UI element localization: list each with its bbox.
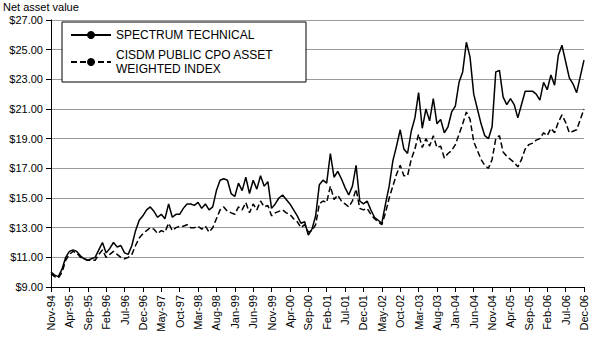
- svg-text:Dec-96: Dec-96: [137, 295, 149, 330]
- svg-text:Aug-03: Aug-03: [431, 295, 443, 330]
- svg-text:Feb-01: Feb-01: [321, 295, 333, 330]
- svg-text:May-97: May-97: [155, 295, 167, 332]
- svg-text:$19.00: $19.00: [9, 133, 43, 145]
- svg-text:Jul-01: Jul-01: [339, 295, 351, 325]
- svg-text:Jun-04: Jun-04: [468, 295, 480, 329]
- svg-text:Apr-00: Apr-00: [284, 295, 296, 328]
- svg-text:Nov-04: Nov-04: [486, 295, 498, 330]
- svg-text:Nov-94: Nov-94: [45, 295, 57, 330]
- svg-text:Oct-02: Oct-02: [394, 295, 406, 328]
- svg-text:Apr-05: Apr-05: [504, 295, 516, 328]
- svg-text:Oct-97: Oct-97: [174, 295, 186, 328]
- svg-text:Feb-96: Feb-96: [100, 295, 112, 330]
- svg-text:Jan-99: Jan-99: [229, 295, 241, 329]
- svg-text:Dec-06: Dec-06: [578, 295, 590, 330]
- svg-text:$17.00: $17.00: [9, 162, 43, 174]
- svg-text:Dec-01: Dec-01: [357, 295, 369, 330]
- svg-text:Jun-99: Jun-99: [247, 295, 259, 329]
- svg-text:Jan-04: Jan-04: [449, 295, 461, 329]
- svg-text:$13.00: $13.00: [9, 222, 43, 234]
- svg-text:$9.00: $9.00: [15, 281, 43, 293]
- svg-text:CISDM PUBLIC CPO ASSET: CISDM PUBLIC CPO ASSET: [116, 48, 276, 62]
- svg-text:$27.00: $27.00: [9, 14, 43, 26]
- svg-text:Apr-95: Apr-95: [63, 295, 75, 328]
- svg-text:Sep-05: Sep-05: [523, 295, 535, 330]
- svg-text:Feb-06: Feb-06: [541, 295, 553, 330]
- svg-text:May-02: May-02: [376, 295, 388, 332]
- svg-text:SPECTRUM TECHNICAL: SPECTRUM TECHNICAL: [116, 28, 255, 42]
- svg-text:Jul-06: Jul-06: [560, 295, 572, 325]
- svg-text:$21.00: $21.00: [9, 103, 43, 115]
- svg-text:Sep-00: Sep-00: [302, 295, 314, 330]
- svg-text:Nov-99: Nov-99: [266, 295, 278, 330]
- svg-text:WEIGHTED INDEX: WEIGHTED INDEX: [116, 62, 221, 76]
- svg-text:$23.00: $23.00: [9, 73, 43, 85]
- svg-text:Jul-96: Jul-96: [119, 295, 131, 325]
- svg-text:Net asset value: Net asset value: [3, 1, 79, 13]
- svg-text:Mar-03: Mar-03: [413, 295, 425, 330]
- svg-text:$11.00: $11.00: [10, 251, 43, 263]
- svg-text:Aug-98: Aug-98: [210, 295, 222, 330]
- svg-text:Mar-98: Mar-98: [192, 295, 204, 330]
- svg-text:$25.00: $25.00: [9, 44, 43, 56]
- svg-text:Sep-95: Sep-95: [82, 295, 94, 330]
- svg-text:$15.00: $15.00: [9, 192, 43, 204]
